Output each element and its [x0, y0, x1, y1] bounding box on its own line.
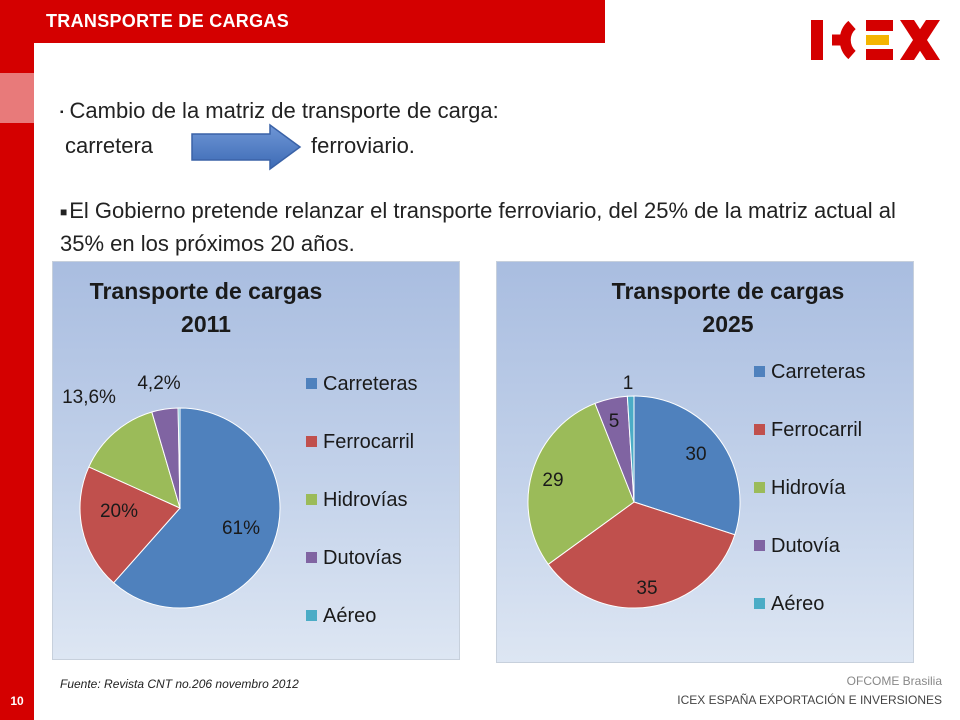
pie-slice-aéreo — [177, 407, 181, 509]
pie-slice-hidrovía — [527, 402, 635, 566]
agency-name: ICEX ESPAÑA EXPORTACIÓN E INVERSIONES — [677, 693, 942, 707]
legend-label: Dutovías — [323, 547, 402, 569]
pie-slice-ferrocarril — [547, 501, 736, 609]
legend-label: Ferrocarril — [323, 431, 414, 453]
header-title: TRANSPORTE DE CARGAS — [46, 11, 290, 31]
data-label: 5 — [609, 411, 620, 432]
chart-2025-title: Transporte de cargas — [612, 278, 845, 304]
legend-swatch — [306, 552, 317, 563]
slide-number: 10 — [10, 694, 24, 708]
pie-slice-ferrocarril — [79, 466, 181, 584]
data-label: 61% — [222, 518, 260, 539]
line1-text: Cambio de la matriz de transporte de car… — [69, 98, 499, 123]
from-mode: carretera — [65, 133, 154, 158]
paragraph-text: El Gobierno pretende relanzar el transpo… — [60, 198, 896, 256]
legend-swatch — [754, 482, 765, 493]
office-name: OFCOME Brasilia — [846, 674, 942, 688]
pie-chart-2025: Transporte de cargas 2025 30 35 29 51 Carreter… — [527, 278, 865, 615]
pie-slice-carreteras — [633, 395, 741, 536]
pie-slice-carreteras — [112, 407, 281, 609]
legend-label: Aéreo — [323, 605, 376, 627]
header-banner: TRANSPORTE DE CARGAS — [34, 0, 605, 43]
legend-label: Ferrocarril — [771, 419, 862, 441]
chart-2011-year: 2011 — [181, 311, 231, 337]
legend-swatch — [754, 424, 765, 435]
legend-swatch — [306, 494, 317, 505]
pie-chart-2011-panel: Transporte de cargas 2011 61% 20% 13,6% 4,2% C… — [52, 261, 460, 660]
bullet-square-icon: ■ — [60, 204, 68, 219]
pie-chart-2011: Transporte de cargas 2011 61% 20% 13,6% 4,2% C… — [62, 278, 417, 627]
left-accent-bar: 10 — [0, 0, 34, 720]
data-label: 35 — [636, 578, 657, 599]
mode-change-line: carretera ferroviario. — [65, 133, 415, 159]
chart-2011-title: Transporte de cargas — [90, 278, 323, 304]
pie-chart-2025-panel: Transporte de cargas 2025 30 35 29 5 1 Carreter… — [496, 261, 914, 663]
source-note: Fuente: Revista CNT no.206 novembro 2012 — [60, 677, 299, 691]
pie-slice-aéreo — [626, 395, 635, 503]
icex-logo-mark — [811, 20, 940, 60]
legend-swatch — [754, 540, 765, 551]
data-label: 1 — [623, 373, 634, 394]
data-label: 13,6% — [62, 387, 116, 408]
icex-logo — [811, 20, 940, 60]
bullet-line-1: ▪ Cambio de la matriz de transporte de ca… — [60, 98, 499, 124]
chart-2025-year: 2025 — [702, 311, 753, 337]
right-arrow-icon — [191, 123, 302, 171]
data-label: 30 — [685, 444, 706, 465]
data-label: 20% — [100, 501, 138, 522]
left-accent-block — [0, 73, 34, 123]
to-mode: ferroviario. — [311, 133, 415, 158]
legend-label: Carreteras — [771, 361, 865, 383]
legend-label: Dutovía — [771, 535, 841, 557]
bullet-square-icon: ▪ — [60, 106, 64, 118]
legend-label: Hidrovías — [323, 489, 407, 511]
legend-label: Aéreo — [771, 593, 824, 615]
legend-swatch — [306, 436, 317, 447]
data-label: 4,2% — [137, 373, 180, 394]
pie-slice-hidrovías — [88, 411, 181, 509]
legend-swatch — [306, 378, 317, 389]
legend-swatch — [754, 366, 765, 377]
legend-label: Carreteras — [323, 373, 417, 395]
legend-swatch — [754, 598, 765, 609]
data-label: 29 — [542, 470, 563, 491]
bullet-paragraph: ■El Gobierno pretende relanzar el transp… — [60, 195, 900, 259]
legend-swatch — [306, 610, 317, 621]
legend-label: Hidrovía — [771, 477, 846, 499]
